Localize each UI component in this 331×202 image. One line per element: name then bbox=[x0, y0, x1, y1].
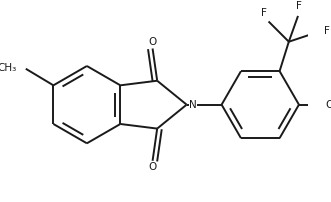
Text: N: N bbox=[189, 100, 197, 110]
Text: O: O bbox=[149, 37, 157, 47]
Text: F: F bbox=[324, 26, 330, 36]
Text: CH₃: CH₃ bbox=[0, 63, 17, 73]
Text: Cl: Cl bbox=[326, 100, 331, 110]
Text: F: F bbox=[261, 8, 267, 18]
Text: F: F bbox=[296, 1, 302, 11]
Text: O: O bbox=[149, 162, 157, 172]
